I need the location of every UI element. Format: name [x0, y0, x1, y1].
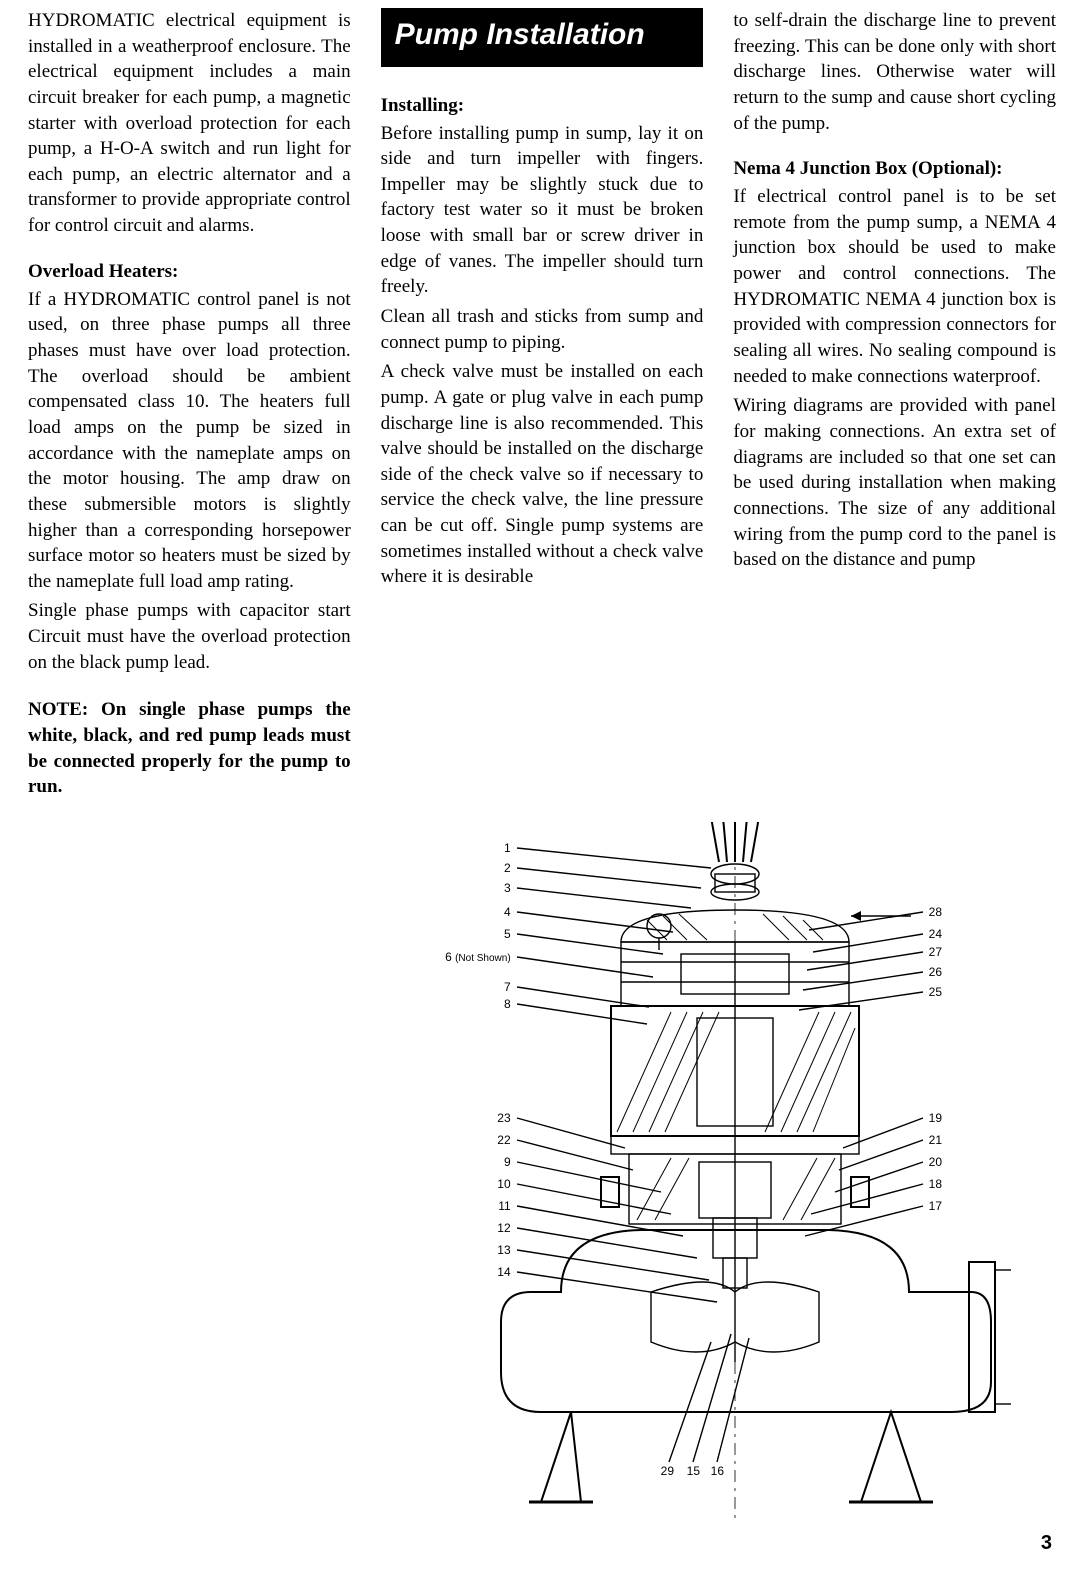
callout-18: 18 [929, 1177, 942, 1191]
section-header-pump-installation: Pump Installation [381, 8, 704, 67]
col1-heading-overload: Overload Heaters: [28, 261, 351, 283]
col3-heading-nema4: Nema 4 Junction Box (Optional): [733, 158, 1056, 180]
col2-para3: A check valve must be installed on each … [381, 359, 704, 590]
col2-para2: Clean all trash and sticks from sump and… [381, 304, 704, 355]
callout-29: 29 [661, 1464, 674, 1478]
callout-4: 4 [411, 905, 511, 919]
callout-17: 17 [929, 1199, 942, 1213]
callout-2: 2 [411, 861, 511, 875]
column-1: HYDROMATIC electrical equipment is insta… [28, 8, 351, 822]
callout-22: 22 [411, 1133, 511, 1147]
col1-para2: If a HYDROMATIC control panel is not use… [28, 287, 351, 595]
col3-para3: Wiring diagrams are provided with panel … [733, 393, 1056, 572]
callout-24: 24 [929, 927, 942, 941]
callout-6: 6 (Not Shown) [411, 950, 511, 964]
callout-11: 11 [411, 1199, 511, 1213]
col1-para1: HYDROMATIC electrical equipment is insta… [28, 8, 351, 239]
callout-5: 5 [411, 927, 511, 941]
callout-26: 26 [929, 965, 942, 979]
figure-wrapper: 123456 (Not Shown)78232291011121314 2824… [381, 822, 1056, 1522]
page-grid: HYDROMATIC electrical equipment is insta… [28, 8, 1056, 1522]
col2-para1: Before installing pump in sump, lay it o… [381, 121, 704, 300]
page-number: 3 [28, 1532, 1056, 1555]
callout-12: 12 [411, 1221, 511, 1235]
callout-1: 1 [411, 841, 511, 855]
callout-16: 16 [711, 1464, 724, 1478]
callout-3: 3 [411, 881, 511, 895]
col1-para3: Single phase pumps with capacitor start … [28, 598, 351, 675]
pump-diagram: 123456 (Not Shown)78232291011121314 2824… [411, 822, 1041, 1522]
callout-15: 15 [687, 1464, 700, 1478]
section-title: Pump Installation [395, 18, 645, 51]
callout-28: 28 [929, 905, 942, 919]
callout-23: 23 [411, 1111, 511, 1125]
callout-8: 8 [411, 997, 511, 1011]
callout-10: 10 [411, 1177, 511, 1191]
callout-25: 25 [929, 985, 942, 999]
column-3: to self-drain the discharge line to prev… [733, 8, 1056, 822]
callout-27: 27 [929, 945, 942, 959]
callout-9: 9 [411, 1155, 511, 1169]
callout-19: 19 [929, 1111, 942, 1125]
col3-para1: to self-drain the discharge line to prev… [733, 8, 1056, 136]
col2-heading-installing: Installing: [381, 95, 704, 117]
callout-14: 14 [411, 1265, 511, 1279]
col3-para2: If electrical control panel is to be set… [733, 184, 1056, 389]
callout-7: 7 [411, 980, 511, 994]
callout-21: 21 [929, 1133, 942, 1147]
callout-20: 20 [929, 1155, 942, 1169]
column-2: Pump Installation Installing: Before ins… [381, 8, 704, 822]
col1-note: NOTE: On single phase pumps the white, b… [28, 697, 351, 800]
callout-13: 13 [411, 1243, 511, 1257]
